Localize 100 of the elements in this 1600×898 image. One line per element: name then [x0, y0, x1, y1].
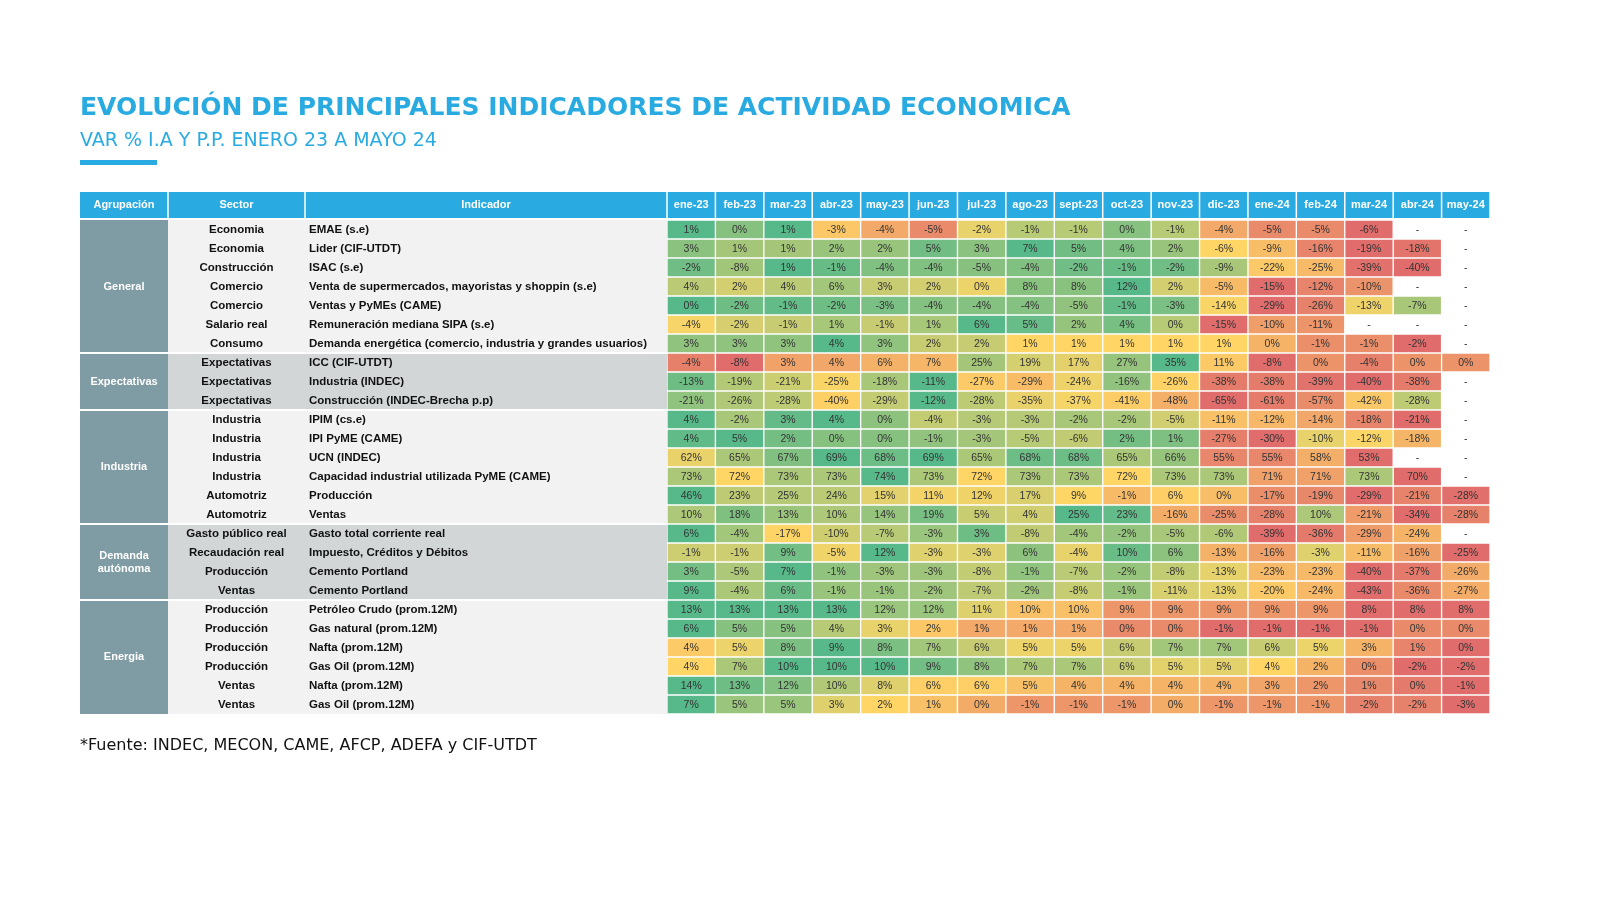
data-label: 17%	[1067, 355, 1090, 368]
y2-tick-label: Ventas	[217, 697, 256, 710]
data-label: -13%	[1211, 545, 1236, 558]
x-tick-label: ago-23	[1012, 198, 1048, 211]
data-label: 3%	[828, 697, 845, 710]
data-label: -4%	[1214, 222, 1234, 235]
data-label: -3%	[923, 526, 943, 539]
data-label: 10%	[1067, 602, 1090, 615]
text: -	[1464, 279, 1468, 292]
data-label: -23%	[1259, 564, 1285, 577]
data-label: 4%	[828, 621, 845, 634]
data-label: 1%	[974, 621, 990, 634]
data-label: 19%	[922, 507, 944, 520]
y-tick-label: Gasto total corriente real	[309, 526, 446, 539]
data-label: -8%	[730, 355, 749, 368]
data-label: 8%	[780, 640, 796, 653]
y2-tick-label: Recaudación real	[188, 545, 285, 558]
data-label: 8%	[1409, 602, 1425, 615]
data-label: 2%	[1312, 678, 1329, 691]
data-label: -4%	[730, 526, 749, 539]
y-tick-label: EMAE (s.e)	[309, 222, 370, 235]
x-tick-label: mar-23	[769, 198, 807, 211]
data-label: 12%	[874, 545, 896, 558]
y-tick-label: Gas Oil (prom.12M)	[309, 659, 415, 672]
data-label: 6%	[974, 678, 990, 691]
text: Energia	[103, 650, 146, 663]
x-tick-label: feb-23	[723, 198, 756, 211]
data-label: -1%	[1214, 621, 1234, 634]
data-label: 0%	[1167, 317, 1183, 330]
data-label: 27%	[1116, 355, 1138, 368]
data-label: -14%	[1308, 412, 1333, 425]
data-label: 1%	[1167, 431, 1183, 444]
text: -	[1415, 279, 1420, 292]
data-label: 1%	[1167, 336, 1183, 349]
text: -	[1464, 374, 1468, 387]
data-label: -1%	[1020, 564, 1040, 577]
data-label: -11%	[921, 374, 946, 387]
y-tick-label: Gas Oil (prom.12M)	[309, 697, 415, 710]
data-label: -3%	[875, 298, 895, 311]
data-label: -21%	[678, 393, 704, 406]
text: Agrupación	[93, 198, 155, 211]
data-label: 10%	[1310, 507, 1332, 520]
data-label: -29%	[1017, 374, 1043, 387]
data-label: -5%	[1020, 431, 1040, 444]
data-label: 6%	[1167, 545, 1183, 558]
data-label: 2%	[925, 621, 941, 634]
data-label: 6%	[828, 279, 845, 292]
y2-tick-label: Consumo	[209, 336, 264, 349]
data-label: 8%	[1022, 279, 1038, 292]
data-label: 4%	[1119, 678, 1135, 691]
data-label: 46%	[680, 488, 702, 501]
y-tick-label: UCN (INDEC)	[309, 450, 381, 463]
data-label: 1%	[1409, 640, 1425, 653]
data-label: 70%	[1406, 469, 1428, 482]
data-label: -18%	[1356, 412, 1382, 425]
data-label: -4%	[923, 260, 943, 273]
data-label: 72%	[1116, 469, 1138, 482]
data-label: -39%	[1259, 526, 1285, 539]
data-label: 1%	[732, 241, 748, 254]
data-label: -4%	[681, 317, 701, 330]
data-label: -1%	[778, 298, 798, 311]
data-label: -28%	[1453, 488, 1479, 501]
data-label: -2%	[1165, 260, 1185, 273]
x-tick-label: may-23	[865, 198, 904, 211]
data-label: 4%	[683, 640, 699, 653]
data-label: 73%	[777, 469, 799, 482]
data-label: -5%	[1165, 526, 1185, 539]
data-label: 0%	[1361, 659, 1377, 672]
data-label: -4%	[923, 412, 943, 425]
data-label: -8%	[1262, 355, 1282, 368]
data-label: 1%	[828, 317, 845, 330]
data-label: -8%	[1069, 583, 1088, 596]
data-label: -28%	[1259, 507, 1285, 520]
data-label: 3%	[974, 526, 990, 539]
data-label: -3%	[1311, 545, 1330, 558]
data-label: 4%	[1264, 659, 1280, 672]
data-label: -39%	[1308, 374, 1333, 387]
data-label: 12%	[777, 678, 799, 691]
data-label: -30%	[1259, 431, 1285, 444]
data-label: -5%	[1262, 222, 1282, 235]
data-label: 3%	[1264, 678, 1280, 691]
y-tick-label: Industria (INDEC)	[309, 374, 405, 387]
data-label: 1%	[1216, 336, 1232, 349]
data-label: -1%	[1359, 621, 1379, 634]
data-label: -3%	[875, 564, 895, 577]
data-label: 25%	[777, 488, 799, 501]
data-label: 0%	[974, 279, 990, 292]
data-label: 0%	[1458, 640, 1474, 653]
data-label: -4%	[1020, 260, 1040, 273]
data-label: -29%	[1259, 298, 1285, 311]
data-label: -8%	[1020, 526, 1040, 539]
data-label: -13%	[1211, 583, 1236, 596]
data-label: 0%	[732, 222, 748, 235]
data-label: 0%	[1216, 488, 1232, 501]
data-label: 62%	[680, 450, 702, 463]
data-label: 2%	[925, 279, 941, 292]
data-label: -28%	[1405, 393, 1430, 406]
data-label: -4%	[1359, 355, 1379, 368]
data-label: 4%	[780, 279, 796, 292]
data-label: -3%	[827, 222, 846, 235]
